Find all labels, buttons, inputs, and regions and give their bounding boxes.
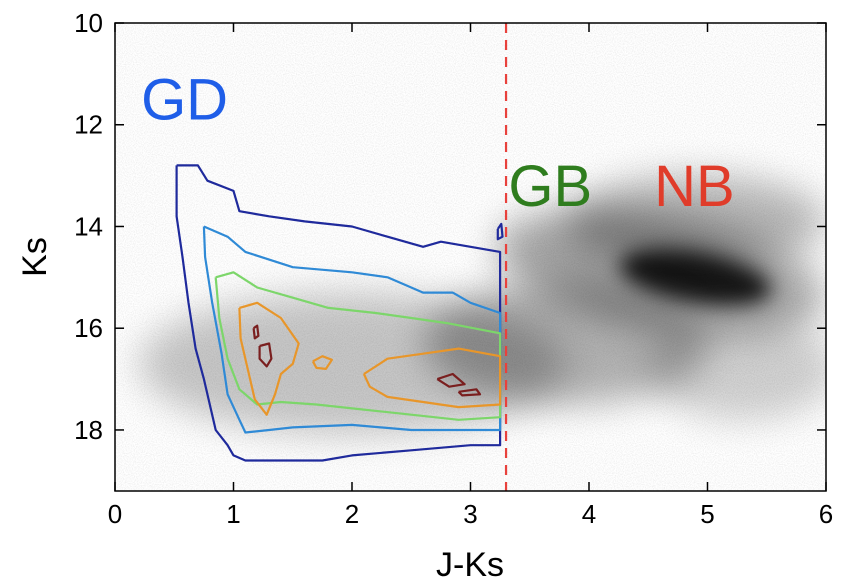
contour-lines <box>175 164 504 462</box>
x-axis-title: J-Ks <box>436 546 504 584</box>
y-axis-ticks: 10 12 14 16 18 <box>74 8 826 445</box>
region-label-nb: NB <box>654 154 735 219</box>
x-tick-label: 4 <box>582 499 596 529</box>
x-tick-label: 0 <box>108 499 122 529</box>
x-tick-label: 1 <box>226 499 240 529</box>
y-tick-label: 16 <box>74 313 103 343</box>
contour-line <box>457 388 482 397</box>
x-tick-label: 5 <box>700 499 714 529</box>
region-labels: GD GB NB <box>141 67 735 218</box>
contour-line <box>252 324 260 340</box>
contour-line <box>202 225 502 434</box>
contour-line <box>175 164 502 462</box>
y-tick-label: 14 <box>74 211 103 241</box>
x-axis-ticks: 0 1 2 3 4 5 6 <box>108 23 833 529</box>
contour-line <box>436 372 466 388</box>
x-tick-label: 2 <box>345 499 359 529</box>
contour-line <box>258 342 273 368</box>
x-tick-label: 6 <box>819 499 833 529</box>
noise-texture <box>115 23 826 491</box>
region-label-gb: GB <box>508 154 592 219</box>
contour-line <box>496 222 504 241</box>
contour-line <box>311 355 333 370</box>
contour-line <box>214 271 502 421</box>
contour-line <box>238 301 300 416</box>
contour-line <box>362 347 502 409</box>
y-tick-label: 10 <box>74 8 103 38</box>
x-tick-label: 3 <box>463 499 477 529</box>
plot-area <box>115 23 826 491</box>
y-tick-label: 18 <box>74 415 103 445</box>
y-axis-title: Ks <box>16 237 54 277</box>
y-tick-label: 12 <box>74 110 103 140</box>
region-label-gd: GD <box>141 67 228 132</box>
